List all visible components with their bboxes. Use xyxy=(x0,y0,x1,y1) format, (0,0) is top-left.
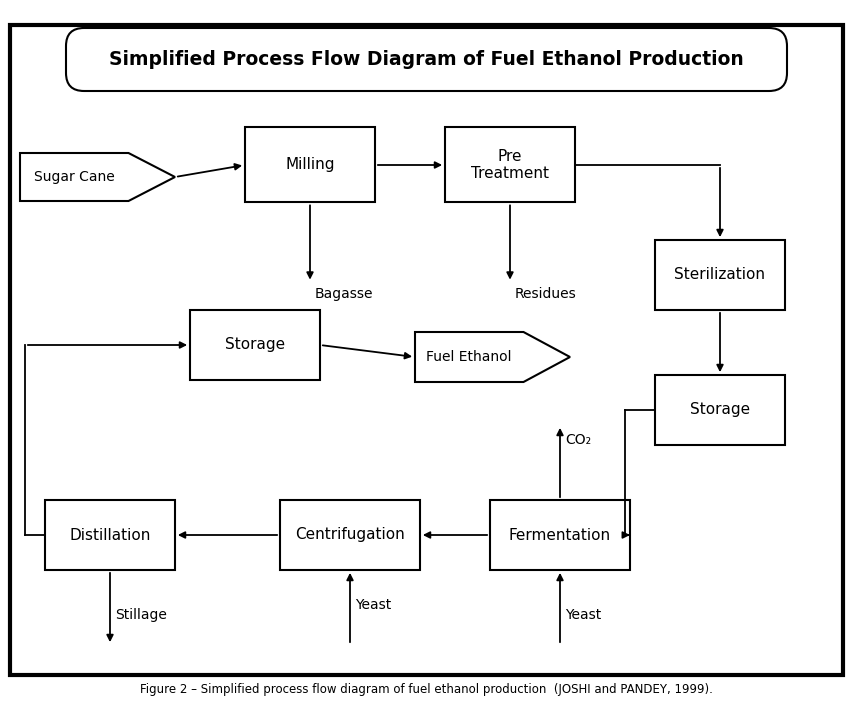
Text: Storage: Storage xyxy=(225,338,285,352)
Bar xyxy=(654,240,784,310)
Bar xyxy=(190,310,320,380)
Bar xyxy=(445,128,574,202)
Bar xyxy=(45,500,175,570)
Text: Distillation: Distillation xyxy=(69,527,151,543)
Bar xyxy=(279,500,419,570)
Text: Milling: Milling xyxy=(285,157,334,173)
Text: Fermentation: Fermentation xyxy=(509,527,610,543)
Bar xyxy=(654,375,784,445)
Text: Yeast: Yeast xyxy=(564,608,601,622)
Bar xyxy=(245,128,375,202)
Text: Fuel Ethanol: Fuel Ethanol xyxy=(426,350,511,364)
Bar xyxy=(489,500,630,570)
Text: Centrifugation: Centrifugation xyxy=(295,527,405,543)
Text: Simplified Process Flow Diagram of Fuel Ethanol Production: Simplified Process Flow Diagram of Fuel … xyxy=(109,50,743,69)
Text: Yeast: Yeast xyxy=(354,598,391,612)
Polygon shape xyxy=(415,332,569,382)
Text: Bagasse: Bagasse xyxy=(314,288,373,302)
Text: Storage: Storage xyxy=(689,403,749,417)
Text: Sterilization: Sterilization xyxy=(674,267,764,283)
Text: Sugar Cane: Sugar Cane xyxy=(34,170,114,184)
FancyBboxPatch shape xyxy=(66,28,786,91)
Text: Stillage: Stillage xyxy=(115,608,167,622)
Text: Residues: Residues xyxy=(515,288,576,302)
Text: CO₂: CO₂ xyxy=(564,433,590,447)
Text: Pre
Treatment: Pre Treatment xyxy=(470,149,549,181)
Polygon shape xyxy=(20,153,175,201)
Text: Figure 2 – Simplified process flow diagram of fuel ethanol production  (JOSHI an: Figure 2 – Simplified process flow diagr… xyxy=(140,684,712,697)
